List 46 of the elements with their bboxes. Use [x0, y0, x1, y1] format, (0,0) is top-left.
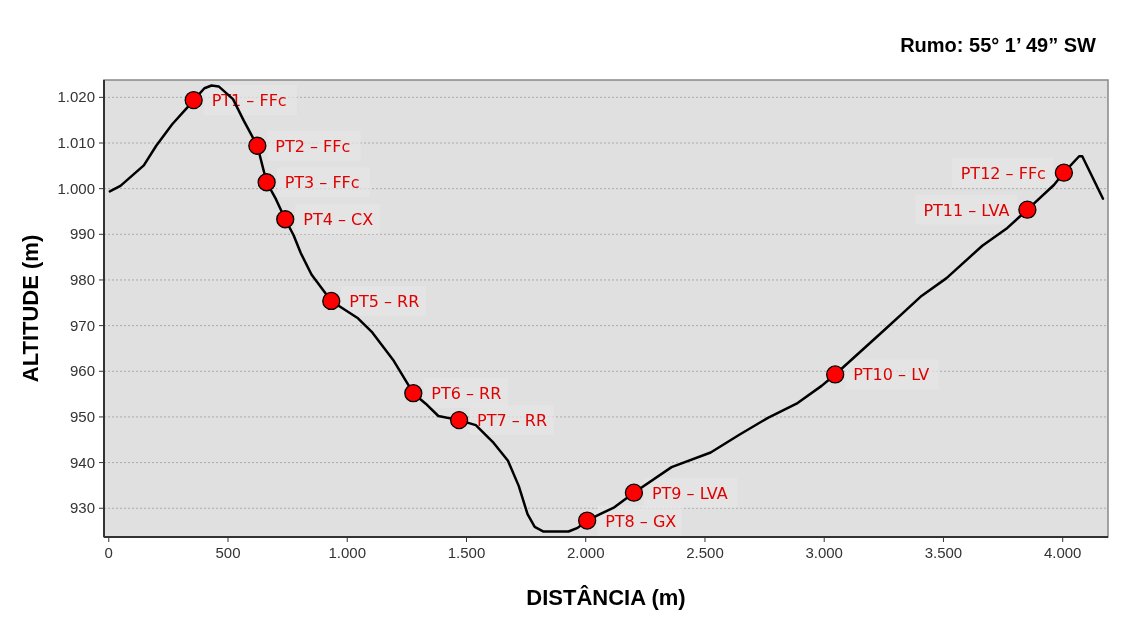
- annotation: PT6 – RR: [431, 384, 502, 404]
- annotation: PT8 – GX: [605, 511, 677, 531]
- annotation: PT10 – LV: [853, 365, 930, 385]
- annotation: PT4 – CX: [303, 210, 374, 230]
- point: [1054, 163, 1074, 182]
- y-axis-title: ALTITUDE (m): [18, 234, 43, 383]
- y-tick-label: 1.020: [57, 88, 95, 106]
- line-series: [108, 84, 1105, 533]
- x-tick-label: 0: [104, 544, 113, 561]
- annotation: PT2 – FFc: [275, 136, 351, 156]
- y-tick-label: 1.000: [57, 179, 95, 197]
- x-tick-label: 500: [215, 544, 241, 561]
- annotation: PT9 – LVA: [651, 483, 728, 503]
- x-tick-label: 2.000: [566, 544, 605, 561]
- point: [826, 365, 845, 384]
- x-tick-label: 4.000: [1043, 544, 1082, 561]
- point: [276, 210, 295, 229]
- y-tick-label: 990: [69, 225, 95, 243]
- y-tick-label: 970: [69, 316, 95, 334]
- y-tick-label: 1.010: [57, 134, 95, 151]
- annotation: PT12 – FFc: [960, 163, 1046, 183]
- point: [624, 483, 644, 502]
- x-axis-title: DISTÂNCIA (m): [526, 585, 686, 610]
- point: [248, 136, 267, 155]
- y-tick-label: 980: [69, 270, 95, 288]
- point: [1018, 200, 1037, 219]
- point: [257, 173, 276, 192]
- point: [184, 90, 203, 110]
- annotation: PT7 – RR: [477, 411, 548, 431]
- annotation: PT5 – RR: [349, 291, 420, 311]
- point: [449, 410, 469, 430]
- annotation: PT11 – LVA: [923, 200, 1010, 220]
- x-tick-label: 3.000: [805, 544, 843, 561]
- y-tick-label: 940: [69, 453, 95, 471]
- y-tick-label: 930: [69, 499, 95, 517]
- annotation: PT3 – FFc: [284, 173, 360, 193]
- point: [578, 511, 597, 530]
- y-tick-label: 950: [69, 407, 95, 425]
- x-tick-label: 3.500: [924, 544, 963, 561]
- x-tick-label: 2.500: [686, 544, 724, 561]
- chart-title: Rumo: 55° 1’ 49” SW: [900, 34, 1097, 56]
- y-tick-label: 960: [69, 362, 95, 380]
- x-tick-label: 1.500: [447, 544, 486, 561]
- point: [404, 384, 423, 403]
- point: [322, 291, 341, 311]
- x-tick-label: 1.000: [328, 544, 367, 561]
